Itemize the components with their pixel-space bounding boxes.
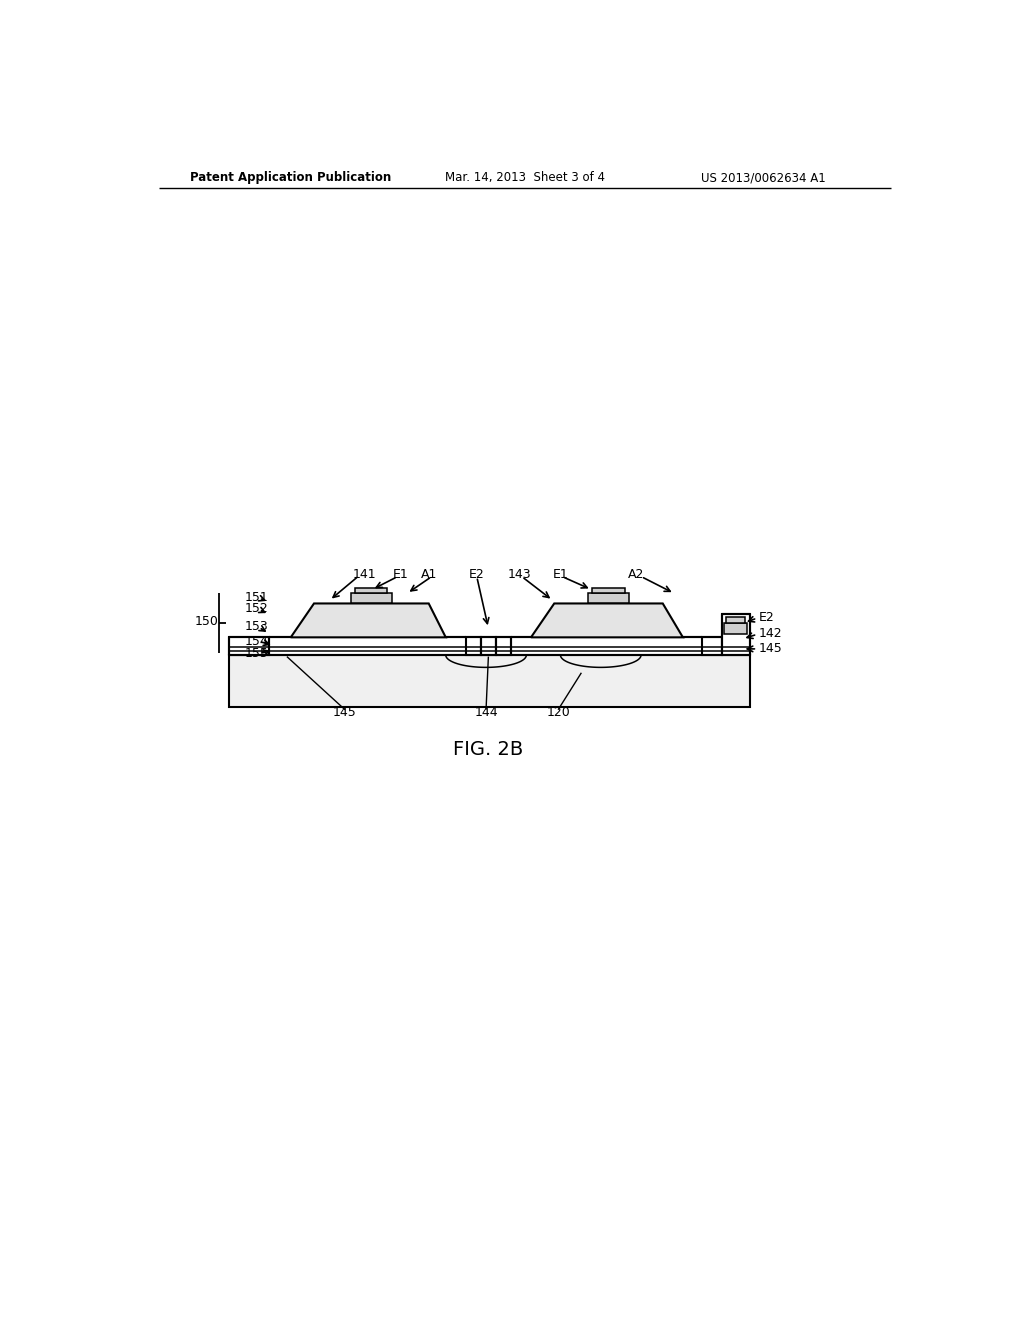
Text: 145: 145 — [333, 706, 357, 719]
Text: 153: 153 — [245, 620, 268, 634]
Polygon shape — [355, 589, 387, 594]
Polygon shape — [228, 638, 269, 655]
Text: 150: 150 — [196, 615, 219, 628]
Polygon shape — [726, 616, 744, 623]
Polygon shape — [228, 655, 750, 706]
Polygon shape — [480, 638, 496, 655]
Polygon shape — [496, 638, 511, 655]
Polygon shape — [531, 603, 683, 638]
Text: E2: E2 — [469, 568, 484, 581]
Text: 120: 120 — [546, 706, 570, 719]
Text: 144: 144 — [474, 706, 498, 719]
Polygon shape — [589, 594, 629, 603]
Polygon shape — [722, 614, 750, 655]
Text: 145: 145 — [759, 643, 782, 656]
Text: 152: 152 — [245, 602, 268, 615]
Text: E1: E1 — [393, 568, 409, 581]
Text: A1: A1 — [421, 568, 437, 581]
Text: 154: 154 — [245, 635, 268, 648]
Text: A2: A2 — [628, 568, 644, 581]
Polygon shape — [351, 594, 391, 603]
Text: Patent Application Publication: Patent Application Publication — [190, 172, 391, 185]
Polygon shape — [724, 623, 748, 635]
Text: FIG. 2B: FIG. 2B — [454, 741, 523, 759]
Text: US 2013/0062634 A1: US 2013/0062634 A1 — [701, 172, 826, 185]
Text: E2: E2 — [759, 611, 774, 624]
Polygon shape — [701, 638, 722, 655]
Text: Mar. 14, 2013  Sheet 3 of 4: Mar. 14, 2013 Sheet 3 of 4 — [444, 172, 605, 185]
Text: E1: E1 — [553, 568, 568, 581]
Text: 143: 143 — [508, 568, 531, 581]
Polygon shape — [592, 589, 625, 594]
Polygon shape — [466, 638, 480, 655]
Polygon shape — [291, 603, 445, 638]
Text: 155: 155 — [245, 647, 268, 660]
Text: 141: 141 — [352, 568, 376, 581]
Text: 142: 142 — [759, 627, 782, 640]
Text: 151: 151 — [245, 591, 268, 603]
